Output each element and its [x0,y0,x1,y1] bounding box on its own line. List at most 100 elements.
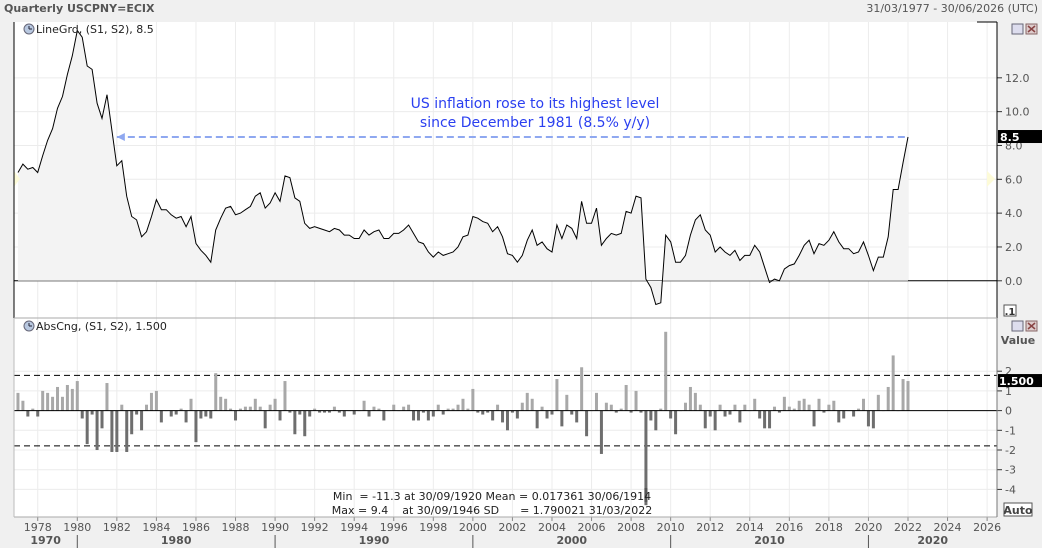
change-bar [263,410,267,429]
change-bar [80,410,84,419]
change-bar [412,410,416,421]
change-bar [318,410,322,413]
change-bar [718,404,722,411]
change-bar [352,410,356,415]
x-tick-label: 1998 [419,521,447,534]
change-bar [258,406,262,411]
minimize-icon[interactable] [1011,23,1024,35]
change-bar [688,386,692,411]
x-tick-label: 2000 [459,521,487,534]
lower-window-buttons[interactable] [1011,320,1038,332]
change-bar [248,406,252,411]
last-value-box [998,130,1042,144]
change-bar [664,331,668,411]
change-bar [634,390,638,411]
change-bar [431,410,435,417]
change-bar [100,410,104,429]
change-bar [120,404,124,411]
x-tick-label: 2004 [538,521,566,534]
change-bar [713,410,717,431]
change-bar [827,404,831,411]
change-bar [772,406,776,411]
change-bar [486,410,490,413]
change-bar [238,408,242,411]
change-bar [441,410,445,415]
change-bar [243,406,247,411]
change-bar [298,410,302,415]
lower-legend[interactable]: AbsCng, (S1, S2), 1.500 [23,320,167,333]
decade-label: 1970 [30,534,61,547]
change-bar [60,396,64,411]
lower-plot-area [14,318,997,517]
change-bar [822,410,826,413]
scroll-marker-icon [987,170,995,187]
change-bar [535,410,539,429]
upper-window-buttons[interactable] [1011,23,1038,35]
x-tick-label: 2024 [934,521,962,534]
change-bar [36,410,40,417]
x-tick-label: 1988 [222,521,250,534]
change-bar [90,410,94,415]
x-tick-label: 2010 [657,521,685,534]
change-bar [594,392,598,411]
annotation-line-2: since December 1981 (8.5% y/y) [420,115,650,131]
change-bar [753,398,757,411]
change-bar [906,381,910,411]
change-bar [135,410,139,415]
change-bar [659,408,663,411]
series-area-fill [17,30,908,305]
change-bar [654,410,658,431]
x-tick-label: 1984 [142,521,170,534]
change-bar [199,410,203,419]
x-tick-label: 2016 [775,521,803,534]
annotation-line-1: US inflation rose to its highest level [411,96,660,112]
stats-line-1: Min = -11.3 at 30/09/1920 Mean = 0.01736… [333,490,651,503]
change-bar [367,410,371,417]
change-bar [545,410,549,419]
change-bar [674,410,678,435]
change-bar [797,400,801,411]
date-range: 31/03/1977 - 30/06/2026 (UTC) [866,2,1038,15]
auto-scale-button[interactable]: Auto [1003,502,1033,517]
change-bar [669,410,673,419]
change-bar [268,404,272,411]
change-bar [614,410,618,413]
change-bar [837,410,841,423]
change-bar [768,410,772,429]
change-bar [421,410,425,413]
change-bar [852,410,856,417]
change-bar [41,390,45,411]
svg-text:.1: .1 [1005,307,1016,318]
change-bar [466,408,470,411]
change-bar [703,410,707,429]
change-bar [802,398,806,411]
change-bar [382,410,386,421]
x-tick-label: 1986 [182,521,210,534]
scale-button[interactable]: .1 [1003,304,1017,318]
change-bar [70,388,74,411]
change-bar [570,410,574,415]
change-bar [149,392,153,411]
change-bar [461,398,465,411]
change-bar [698,404,702,411]
x-tick-label: 1996 [380,521,408,534]
change-bar [436,404,440,411]
upper-legend[interactable]: LineGrd, (S1, S2), 8.5 [23,23,154,36]
change-bar [303,410,307,437]
y-tick-label: 1 [1005,385,1012,398]
change-bar [416,410,420,421]
change-bar [777,410,781,413]
y-tick-label: -2 [1005,444,1016,457]
change-bar [619,408,623,411]
change-bar [510,410,514,413]
minimize-icon[interactable] [1011,320,1024,332]
change-bar [293,410,297,435]
change-bar [501,410,505,423]
change-bar [214,373,218,411]
change-bar [278,410,282,421]
change-bar [288,410,292,413]
change-bar [234,410,238,421]
change-bar [476,410,480,413]
